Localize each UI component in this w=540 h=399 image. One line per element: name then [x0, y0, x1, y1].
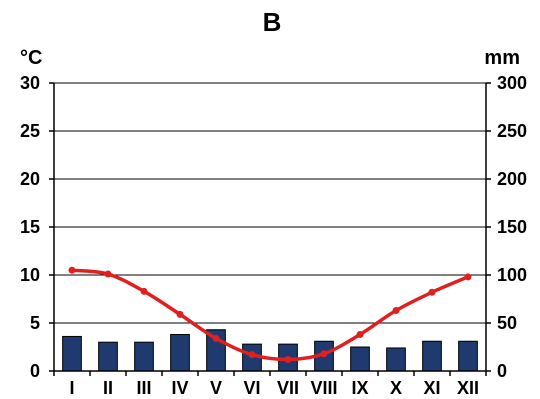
temperature-curve: [71, 268, 469, 362]
left-tick-label: 0: [30, 361, 40, 381]
temperature-point: [176, 310, 184, 318]
precipitation-bar: [458, 340, 478, 372]
month-label: VI: [243, 378, 260, 398]
temperature-point: [392, 307, 400, 315]
right-tick-label: 0: [497, 361, 507, 381]
temperature-point: [284, 355, 292, 363]
left-tick-label: 15: [20, 217, 40, 237]
month-label: X: [390, 378, 402, 398]
left-tick-label: 10: [20, 265, 40, 285]
precipitation-bar: [422, 340, 442, 372]
right-tick-label: 50: [497, 313, 517, 333]
axes: [49, 82, 491, 376]
right-tick-label: 150: [497, 217, 527, 237]
precipitation-bar: [350, 346, 370, 372]
month-label: VIII: [310, 378, 337, 398]
right-tick-label: 200: [497, 169, 527, 189]
temperature-point: [248, 351, 256, 359]
precipitation-bars: [62, 329, 478, 372]
right-tick-label: 300: [497, 73, 527, 93]
precipitation-bar: [62, 335, 82, 372]
left-tick-label: 25: [20, 121, 40, 141]
chart-title: B: [263, 7, 282, 37]
temperature-point: [68, 266, 76, 274]
right-tick-label: 100: [497, 265, 527, 285]
precipitation-bar: [134, 341, 154, 372]
month-label: IV: [171, 378, 188, 398]
month-label: III: [136, 378, 151, 398]
temperature-point: [428, 288, 436, 296]
right-tick-label: 250: [497, 121, 527, 141]
temperature-point: [464, 273, 472, 281]
precipitation-bar: [386, 347, 406, 372]
left-axis-unit-label: °C: [20, 47, 42, 69]
month-label: I: [69, 378, 74, 398]
month-label: VII: [277, 378, 299, 398]
left-tick-label: 20: [20, 169, 40, 189]
temperature-point: [104, 270, 112, 278]
month-label: XI: [423, 378, 440, 398]
temperature-point: [140, 287, 148, 295]
temperature-point: [212, 334, 220, 342]
right-axis-unit-label: mm: [484, 47, 520, 69]
gridlines: [54, 82, 486, 324]
left-tick-label: 30: [20, 73, 40, 93]
temperature-point: [320, 350, 328, 358]
month-label: IX: [351, 378, 368, 398]
month-label: II: [103, 378, 113, 398]
precipitation-bar: [98, 341, 118, 372]
month-label: XII: [457, 378, 479, 398]
left-tick-label: 5: [30, 313, 40, 333]
temperature-line: [68, 266, 472, 363]
temperature-point: [356, 331, 364, 339]
precipitation-bar: [170, 334, 190, 372]
month-label: V: [210, 378, 222, 398]
